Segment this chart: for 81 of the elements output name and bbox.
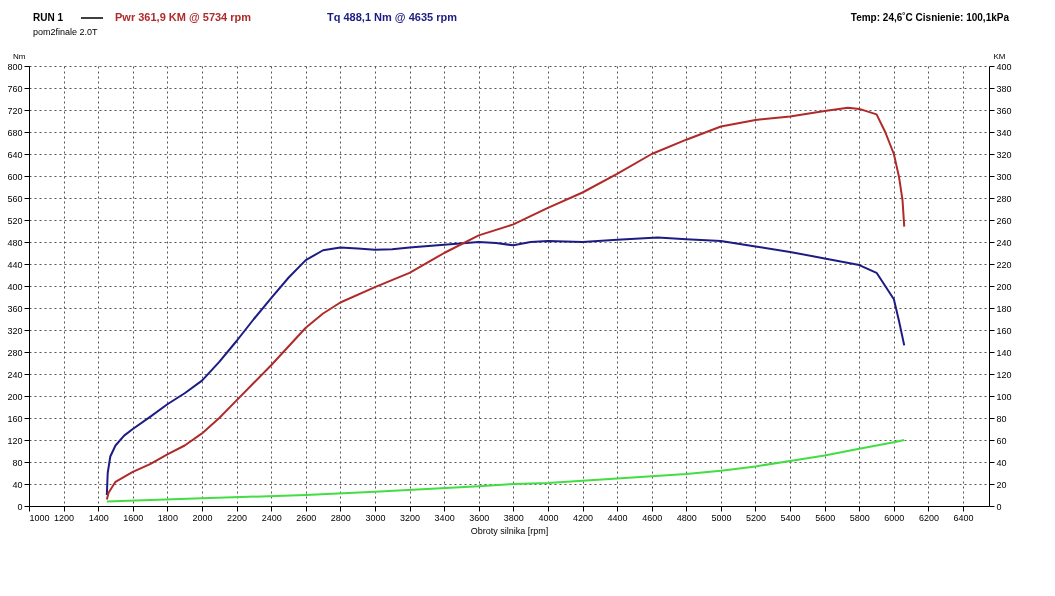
y2-tick-label: 400 bbox=[996, 61, 1012, 72]
y2-tick-label: 360 bbox=[996, 105, 1012, 116]
x-tick-label: 1600 bbox=[123, 512, 144, 523]
y2-tick-label: 340 bbox=[996, 127, 1012, 138]
line-series bbox=[105, 106, 906, 501]
x-tick-label: 6200 bbox=[918, 512, 939, 523]
x-tick-label: 2600 bbox=[296, 512, 317, 523]
y2-tick-label: 80 bbox=[996, 413, 1007, 424]
y2-tick-label: 280 bbox=[996, 193, 1012, 204]
y2-tick-label: 40 bbox=[996, 457, 1007, 468]
y-tick-label: 640 bbox=[7, 149, 23, 160]
y-tick-label: 200 bbox=[7, 391, 23, 402]
x-tick-label: 3600 bbox=[469, 512, 490, 523]
y-tick-label: 600 bbox=[7, 171, 23, 182]
x-tick-label: 2800 bbox=[330, 512, 351, 523]
y2-tick-label: 20 bbox=[996, 479, 1007, 490]
y2-axis-title: KM bbox=[993, 51, 1006, 61]
x-tick-label: 5800 bbox=[849, 512, 870, 523]
y2-tick-label: 240 bbox=[996, 237, 1012, 248]
x-tick-label: 5200 bbox=[745, 512, 766, 523]
y2-tick-label: 60 bbox=[996, 435, 1007, 446]
y2-tick-label: 260 bbox=[996, 215, 1012, 226]
y-tick-label: 40 bbox=[12, 479, 23, 490]
y2-tick-label: 380 bbox=[996, 83, 1012, 94]
y2-tick-label: 140 bbox=[996, 347, 1012, 358]
x-tick-label: 3000 bbox=[365, 512, 386, 523]
y-axis-title: Nm bbox=[13, 51, 26, 61]
y-tick-label: 80 bbox=[12, 457, 23, 468]
x-tick-label: 1800 bbox=[157, 512, 178, 523]
legend-title: RUN 1 bbox=[33, 12, 64, 23]
y-tick-label: 440 bbox=[7, 259, 23, 270]
text: Pwr 361,9 KM @ 5734 rpm bbox=[115, 11, 252, 23]
y2-tick-label: 0 bbox=[996, 501, 1002, 512]
y2-tick-label: 200 bbox=[996, 281, 1012, 292]
y-tick-label: 360 bbox=[7, 303, 23, 314]
y2-tick-label: 320 bbox=[996, 149, 1012, 160]
x-tick-label: 4200 bbox=[573, 512, 594, 523]
x-tick-label: 4800 bbox=[676, 512, 697, 523]
y-tick-label: 720 bbox=[7, 105, 23, 116]
x-tick-label: 5000 bbox=[711, 512, 732, 523]
y2-tick-label: 220 bbox=[996, 259, 1012, 270]
x-tick-label: 2200 bbox=[227, 512, 248, 523]
x-tick-label: 3200 bbox=[400, 512, 421, 523]
x-tick-label: 6000 bbox=[884, 512, 905, 523]
x-tick-label: 3800 bbox=[503, 512, 524, 523]
x-tick-label: 4600 bbox=[642, 512, 663, 523]
y-tick-label: 680 bbox=[7, 127, 23, 138]
x-tick-label: 1400 bbox=[88, 512, 109, 523]
x-tick-label: 5600 bbox=[815, 512, 836, 523]
x-tick-label: 4000 bbox=[538, 512, 559, 523]
y2-tick-label: 300 bbox=[996, 171, 1012, 182]
x-tick-label: 2000 bbox=[192, 512, 213, 523]
y2-tick-label: 120 bbox=[996, 369, 1012, 380]
x-tick-label: 1200 bbox=[54, 512, 75, 523]
x-tick-label: 4400 bbox=[607, 512, 628, 523]
y2-tick-label: 160 bbox=[996, 325, 1012, 336]
y-tick-label: 320 bbox=[7, 325, 23, 336]
x-axis-title: Obroty silnika [rpm] bbox=[470, 525, 549, 536]
text: pom2finale 2.0T bbox=[33, 27, 99, 37]
x-tick-label: 5400 bbox=[780, 512, 801, 523]
y-tick-label: 240 bbox=[7, 369, 23, 380]
y-tick-label: 520 bbox=[7, 215, 23, 226]
x-tick-label: 3400 bbox=[434, 512, 455, 523]
line-series bbox=[105, 439, 906, 503]
y-tick-label: 120 bbox=[7, 435, 23, 446]
y2-tick-label: 100 bbox=[996, 391, 1012, 402]
y-tick-label: 400 bbox=[7, 281, 23, 292]
y-tick-label: 800 bbox=[7, 61, 23, 72]
y-tick-label: 760 bbox=[7, 83, 23, 94]
y-tick-label: 160 bbox=[7, 413, 23, 424]
x-tick-label: 2400 bbox=[261, 512, 282, 523]
line-series bbox=[105, 236, 906, 496]
text: Temp: 24,6˚C Cisnienie: 100,1kPa bbox=[850, 12, 1010, 23]
x-tick-label: 1000 bbox=[29, 512, 50, 523]
y-tick-label: 280 bbox=[7, 347, 23, 358]
y-tick-label: 560 bbox=[7, 193, 23, 204]
y-tick-label: 0 bbox=[17, 501, 23, 512]
x-tick-label: 6400 bbox=[953, 512, 974, 523]
y2-tick-label: 180 bbox=[996, 303, 1012, 314]
text: Tq 488,1 Nm @ 4635 rpm bbox=[327, 11, 458, 23]
y-tick-label: 480 bbox=[7, 237, 23, 248]
